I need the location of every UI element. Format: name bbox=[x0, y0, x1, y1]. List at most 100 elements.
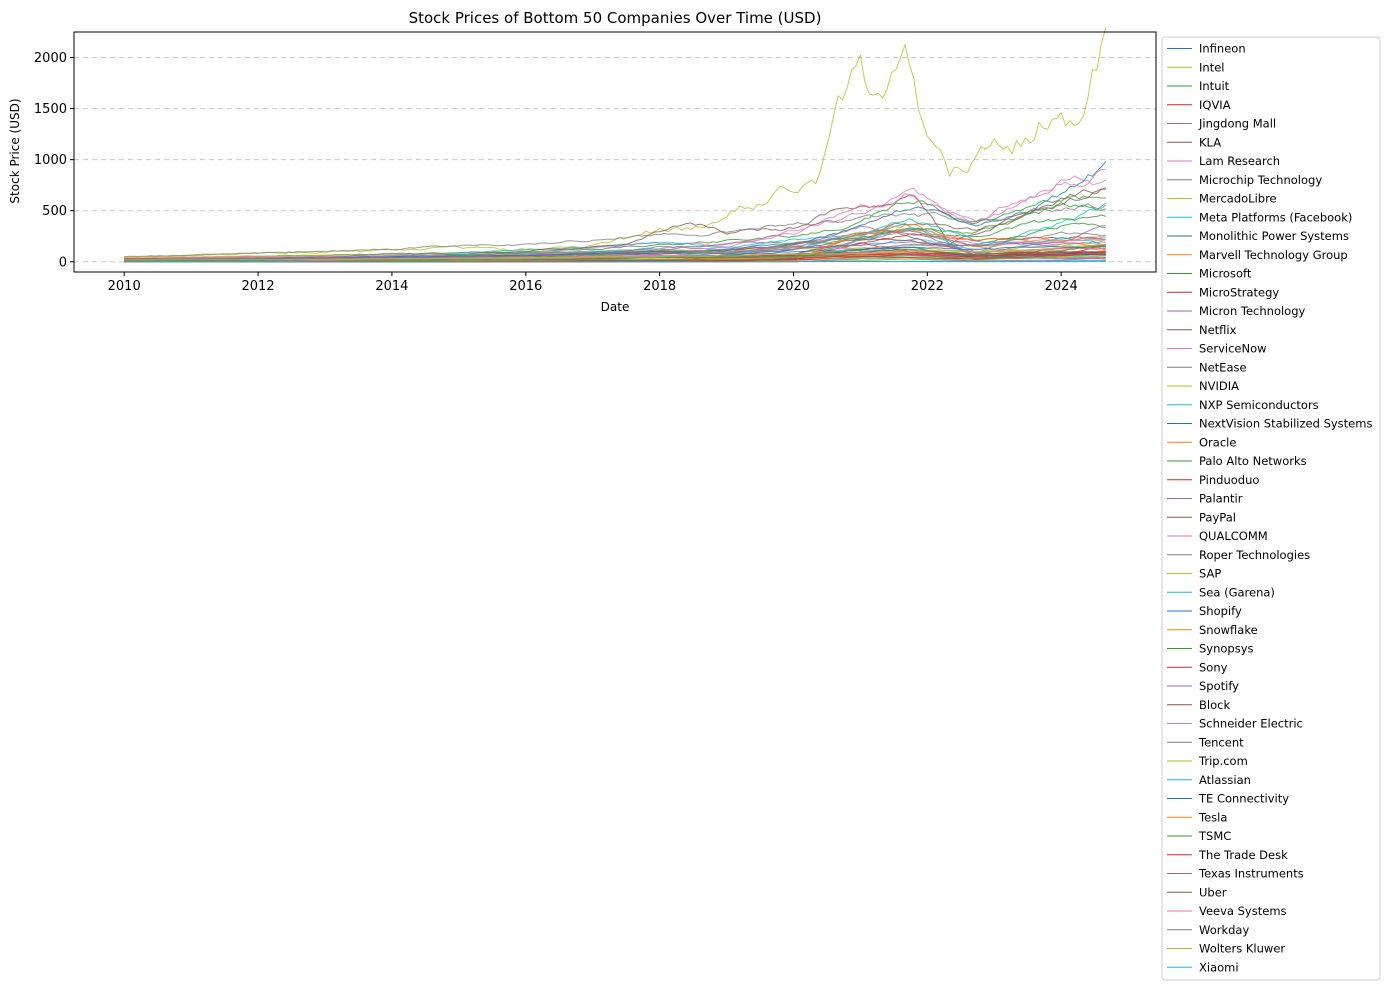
legend-label: Palo Alto Networks bbox=[1199, 454, 1307, 468]
legend-item: Microchip Technology bbox=[1167, 173, 1322, 187]
legend-item: MicroStrategy bbox=[1167, 285, 1279, 299]
legend-label: TE Connectivity bbox=[1198, 792, 1289, 806]
x-tick-label: 2024 bbox=[1045, 279, 1078, 294]
legend: Infineon Intel Intuit IQVIA Jingdong Mall KLA… bbox=[1161, 36, 1381, 981]
series-line bbox=[124, 27, 1107, 258]
legend-label: Veeva Systems bbox=[1199, 904, 1287, 918]
legend-item: Workday bbox=[1167, 923, 1249, 937]
x-tick-label: 2018 bbox=[643, 279, 676, 294]
series-line bbox=[124, 203, 1107, 258]
legend-item: Sony bbox=[1167, 660, 1228, 674]
legend-item: ServiceNow bbox=[1167, 342, 1267, 356]
legend-label: Infineon bbox=[1199, 42, 1246, 56]
legend-item: Tencent bbox=[1167, 735, 1244, 749]
legend-label: Lam Research bbox=[1199, 154, 1280, 168]
legend-label: NetEase bbox=[1199, 360, 1247, 374]
legend-item: Trip.com bbox=[1167, 754, 1248, 768]
legend-label: SAP bbox=[1199, 567, 1221, 581]
legend-item: MercadoLibre bbox=[1167, 192, 1277, 206]
y-axis-label: Stock Price (USD) bbox=[8, 98, 22, 203]
legend-frame bbox=[1161, 36, 1381, 981]
x-axis-label: Date bbox=[601, 300, 630, 314]
legend-item: Marvell Technology Group bbox=[1167, 248, 1348, 262]
y-tick-label: 500 bbox=[42, 204, 67, 219]
legend-item: Jingdong Mall bbox=[1167, 117, 1276, 131]
legend-item: Schneider Electric bbox=[1167, 717, 1303, 731]
legend-label: The Trade Desk bbox=[1198, 848, 1288, 862]
legend-label: Uber bbox=[1199, 885, 1227, 899]
legend-label: Trip.com bbox=[1198, 754, 1248, 768]
legend-item: NXP Semiconductors bbox=[1167, 398, 1319, 412]
legend-item: Synopsys bbox=[1167, 642, 1254, 656]
legend-label: Schneider Electric bbox=[1199, 717, 1303, 731]
legend-label: Meta Platforms (Facebook) bbox=[1199, 210, 1352, 224]
legend-item: Xiaomi bbox=[1167, 960, 1239, 974]
legend-item: Snowflake bbox=[1167, 623, 1258, 637]
legend-label: Block bbox=[1199, 698, 1230, 712]
legend-label: Snowflake bbox=[1199, 623, 1258, 637]
legend-label: Atlassian bbox=[1199, 773, 1251, 787]
chart-title: Stock Prices of Bottom 50 Companies Over… bbox=[409, 9, 822, 27]
legend-item: Meta Platforms (Facebook) bbox=[1167, 210, 1352, 224]
legend-item: KLA bbox=[1167, 135, 1221, 149]
legend-label: Sea (Garena) bbox=[1199, 585, 1275, 599]
y-tick-label: 1000 bbox=[34, 153, 67, 168]
legend-label: MicroStrategy bbox=[1199, 285, 1279, 299]
legend-label: Intel bbox=[1199, 60, 1224, 74]
legend-item: SAP bbox=[1167, 567, 1221, 581]
legend-label: Spotify bbox=[1199, 679, 1239, 693]
legend-item: QUALCOMM bbox=[1167, 529, 1268, 543]
x-tick-label: 2010 bbox=[108, 279, 141, 294]
series-line bbox=[124, 260, 1106, 263]
legend-label: Texas Instruments bbox=[1198, 867, 1304, 881]
legend-item: The Trade Desk bbox=[1167, 848, 1288, 862]
legend-item: NetEase bbox=[1167, 360, 1247, 374]
gridlines bbox=[74, 57, 1156, 263]
legend-label: Tencent bbox=[1198, 735, 1244, 749]
legend-item: Micron Technology bbox=[1167, 304, 1306, 318]
legend-item: Veeva Systems bbox=[1167, 904, 1287, 918]
legend-label: PayPal bbox=[1199, 510, 1236, 524]
y-tick-label: 2000 bbox=[34, 51, 67, 66]
legend-item: Tesla bbox=[1167, 810, 1227, 824]
legend-item: TSMC bbox=[1167, 829, 1231, 843]
legend-item: PayPal bbox=[1167, 510, 1236, 524]
legend-item: Atlassian bbox=[1167, 773, 1251, 787]
legend-label: ServiceNow bbox=[1199, 342, 1267, 356]
legend-label: KLA bbox=[1199, 135, 1221, 149]
x-tick-label: 2016 bbox=[509, 279, 542, 294]
legend-item: Monolithic Power Systems bbox=[1167, 229, 1349, 243]
series-line bbox=[124, 245, 1106, 260]
legend-label: IQVIA bbox=[1199, 98, 1231, 112]
legend-item: Wolters Kluwer bbox=[1167, 942, 1285, 956]
legend-item: Microsoft bbox=[1167, 267, 1252, 281]
legend-label: Microsoft bbox=[1199, 267, 1252, 281]
legend-item: Pinduoduo bbox=[1167, 473, 1259, 487]
legend-label: TSMC bbox=[1198, 829, 1231, 843]
series-lines bbox=[124, 27, 1107, 263]
legend-item: IQVIA bbox=[1167, 98, 1231, 112]
legend-label: Microchip Technology bbox=[1199, 173, 1322, 187]
y-tick-label: 1500 bbox=[34, 102, 67, 117]
legend-item: Intel bbox=[1167, 60, 1224, 74]
y-tick-label: 0 bbox=[59, 255, 67, 270]
legend-item: Palantir bbox=[1167, 492, 1243, 506]
legend-label: Oracle bbox=[1199, 435, 1236, 449]
legend-item: Block bbox=[1167, 698, 1230, 712]
legend-item: Spotify bbox=[1167, 679, 1239, 693]
plot-frame bbox=[73, 31, 1157, 273]
legend-item: Texas Instruments bbox=[1167, 867, 1304, 881]
legend-item: Oracle bbox=[1167, 435, 1236, 449]
legend-label: NXP Semiconductors bbox=[1199, 398, 1319, 412]
legend-label: Monolithic Power Systems bbox=[1199, 229, 1349, 243]
legend-label: Xiaomi bbox=[1199, 960, 1239, 974]
legend-item: TE Connectivity bbox=[1167, 792, 1289, 806]
series-line bbox=[124, 243, 1106, 261]
x-tick-label: 2020 bbox=[777, 279, 810, 294]
legend-item: Shopify bbox=[1167, 604, 1242, 618]
legend-label: Roper Technologies bbox=[1199, 548, 1310, 562]
legend-label: Intuit bbox=[1199, 79, 1230, 93]
legend-item: Netflix bbox=[1167, 323, 1237, 337]
